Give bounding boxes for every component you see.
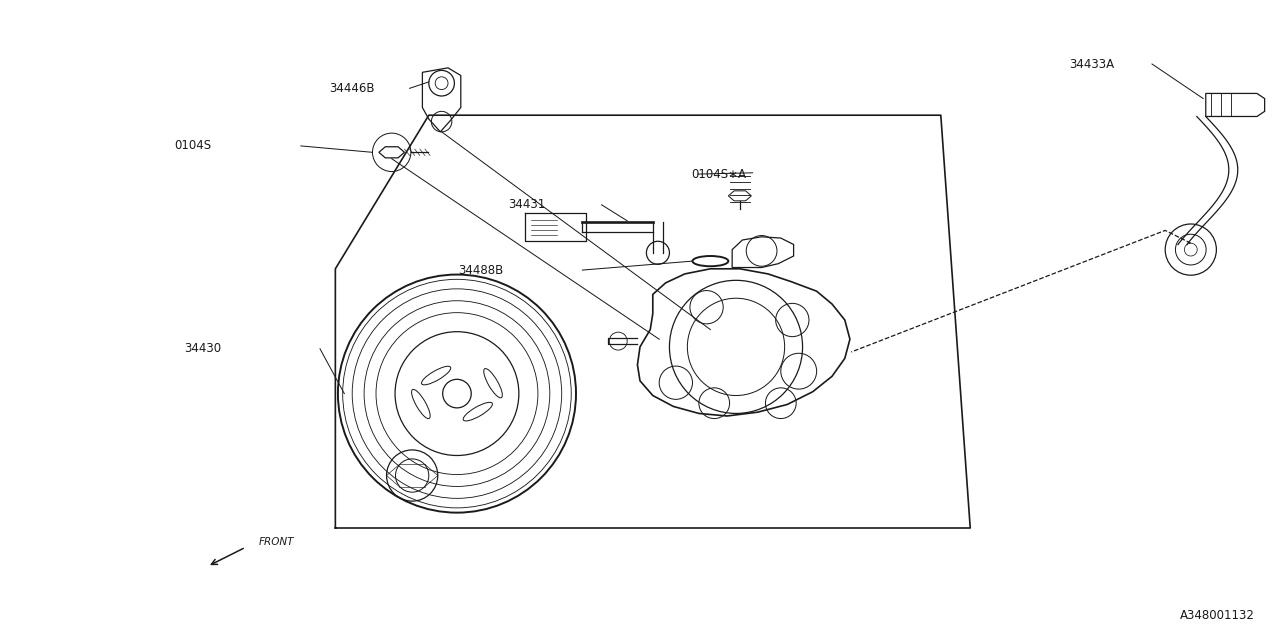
Text: 34431: 34431 bbox=[508, 198, 545, 211]
Text: 34433A: 34433A bbox=[1069, 58, 1114, 70]
Text: 34488B: 34488B bbox=[458, 264, 503, 276]
Text: 34430: 34430 bbox=[184, 342, 221, 355]
Text: 0104S: 0104S bbox=[174, 140, 211, 152]
Text: A348001132: A348001132 bbox=[1180, 609, 1254, 622]
Text: FRONT: FRONT bbox=[259, 537, 294, 547]
Text: 0104S∗A: 0104S∗A bbox=[691, 168, 746, 180]
Text: 34446B: 34446B bbox=[329, 82, 375, 95]
